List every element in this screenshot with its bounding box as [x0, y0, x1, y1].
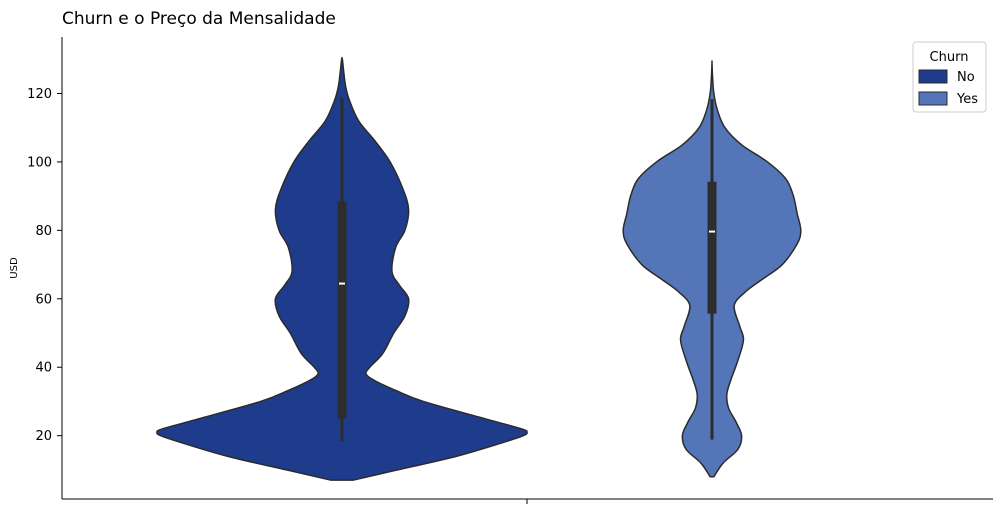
y-tick-label: 40	[35, 361, 52, 376]
y-axis-label: USD	[9, 257, 20, 279]
y-axis-ticks: 20 40 60 80 100 120	[27, 87, 62, 444]
y-tick-label: 100	[27, 155, 52, 170]
legend-swatch-yes	[918, 91, 948, 106]
legend-label-yes: Yes	[956, 92, 978, 107]
legend-title: Churn	[930, 50, 969, 65]
y-tick-label: 80	[35, 224, 52, 239]
iqr-box-no	[337, 201, 347, 419]
y-tick-label: 120	[27, 87, 52, 102]
iqr-box-yes	[707, 181, 717, 314]
y-tick-label: 60	[35, 292, 52, 307]
y-tick-label: 20	[35, 429, 52, 444]
legend: Churn No Yes	[912, 41, 987, 113]
legend-swatch-no	[918, 69, 948, 84]
legend-label-no: No	[957, 70, 975, 85]
plot-area	[156, 56, 802, 481]
chart-title: Churn e o Preço da Mensalidade	[62, 9, 336, 29]
